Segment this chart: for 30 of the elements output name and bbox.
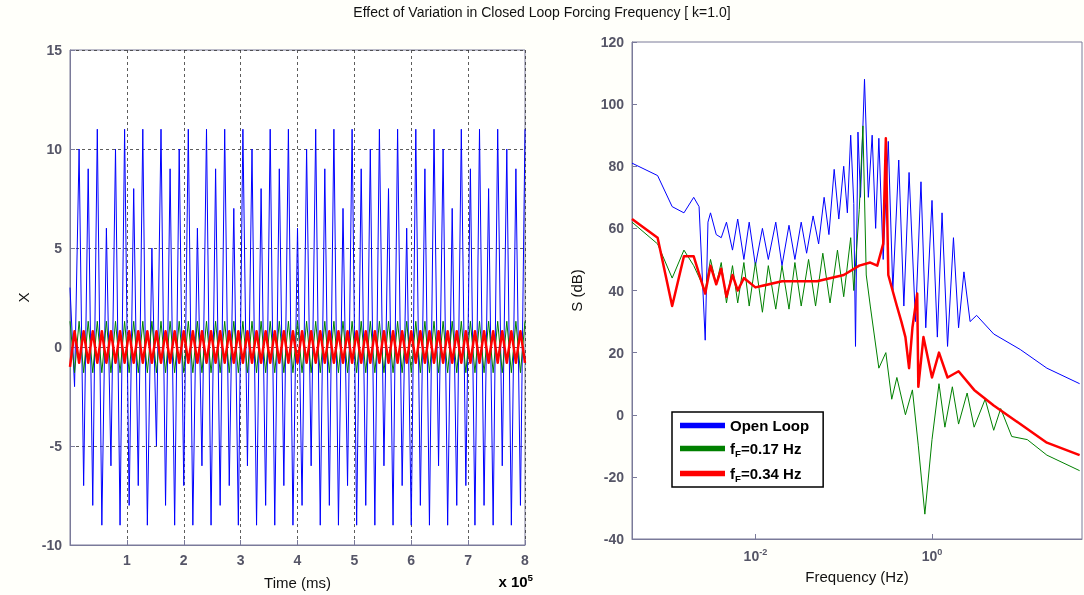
x-axis-title: Time (ms) xyxy=(264,574,331,591)
y-tick-label: -40 xyxy=(603,531,625,547)
legend-label: Open Loop xyxy=(730,417,810,434)
y-axis-title: X xyxy=(14,292,32,303)
y-tick-label: 100 xyxy=(600,96,625,113)
x-tick-label: 7 xyxy=(464,552,473,568)
y-tick-label: 0 xyxy=(616,406,625,423)
x-tick-label: 3 xyxy=(236,552,245,568)
y-tick-label: 120 xyxy=(600,34,625,50)
y-tick-label: 0 xyxy=(54,339,63,355)
y-tick-label: -5 xyxy=(49,438,63,454)
y-tick-label: -20 xyxy=(603,468,625,485)
y-tick-label: 40 xyxy=(608,282,625,299)
y-tick-label: -10 xyxy=(41,537,63,553)
y-tick-label: 5 xyxy=(54,240,63,256)
x-tick-label: 4 xyxy=(293,552,302,568)
y-tick-label: 15 xyxy=(46,42,63,58)
y-tick-label: 60 xyxy=(608,220,625,237)
chart-title: Effect of Variation in Closed Loop Forcing Frequency [ k=1.0] xyxy=(352,4,732,20)
x-tick-label: 8 xyxy=(521,552,530,568)
line-series xyxy=(69,128,526,526)
y-tick-label: 20 xyxy=(608,344,625,361)
x-tick-label: 5 xyxy=(350,552,359,568)
x-tick-label: 6 xyxy=(407,552,416,568)
y-tick-label: 10 xyxy=(46,141,63,157)
x-tick-label: 1 xyxy=(122,552,131,568)
x-tick-label: 2 xyxy=(179,552,188,568)
y-tick-label: 80 xyxy=(608,158,625,175)
x-axis-title: Frequency (Hz) xyxy=(805,568,909,585)
y-axis-title: S (dB) xyxy=(568,269,585,312)
